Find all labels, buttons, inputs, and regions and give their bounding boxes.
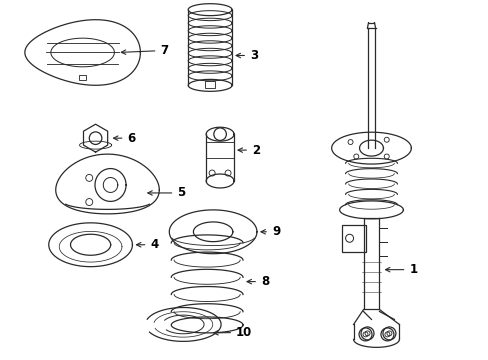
Text: 2: 2 xyxy=(238,144,260,157)
Bar xyxy=(341,225,365,252)
Bar xyxy=(79,75,85,80)
Text: 4: 4 xyxy=(136,238,158,251)
Text: 9: 9 xyxy=(261,225,280,238)
Text: 1: 1 xyxy=(385,263,417,276)
Text: 3: 3 xyxy=(236,49,258,62)
Text: 7: 7 xyxy=(121,44,168,57)
Text: 6: 6 xyxy=(113,132,136,145)
Text: 8: 8 xyxy=(246,275,268,288)
Bar xyxy=(205,81,215,88)
Text: 10: 10 xyxy=(213,326,252,339)
Text: 5: 5 xyxy=(147,186,185,199)
